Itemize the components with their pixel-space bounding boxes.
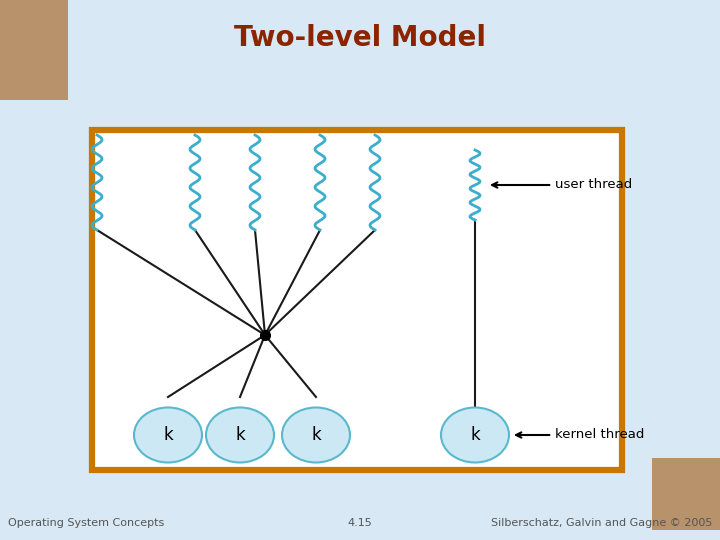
Text: k: k <box>235 426 245 444</box>
Text: Operating System Concepts: Operating System Concepts <box>8 518 164 528</box>
Text: kernel thread: kernel thread <box>516 429 644 442</box>
Text: k: k <box>311 426 321 444</box>
Text: Silberschatz, Galvin and Gagne © 2005: Silberschatz, Galvin and Gagne © 2005 <box>490 518 712 528</box>
FancyBboxPatch shape <box>652 458 720 530</box>
FancyBboxPatch shape <box>92 130 622 470</box>
FancyBboxPatch shape <box>0 0 68 100</box>
Text: k: k <box>470 426 480 444</box>
Text: k: k <box>163 426 173 444</box>
Text: user thread: user thread <box>492 179 632 192</box>
Ellipse shape <box>282 408 350 462</box>
Ellipse shape <box>134 408 202 462</box>
Ellipse shape <box>441 408 509 462</box>
Ellipse shape <box>206 408 274 462</box>
Text: 4.15: 4.15 <box>348 518 372 528</box>
Text: Two-level Model: Two-level Model <box>234 24 486 52</box>
